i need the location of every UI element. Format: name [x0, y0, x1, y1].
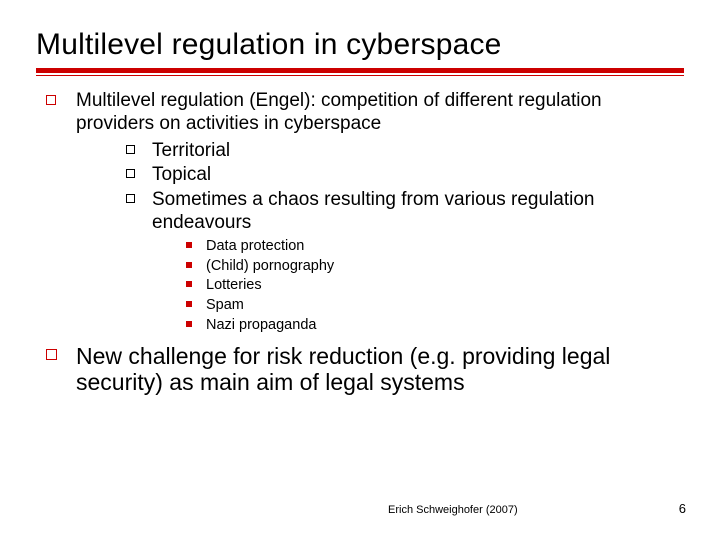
bullet-level1: Multilevel regulation (Engel): competiti… [42, 90, 684, 136]
bullet-level3: Spam [184, 296, 684, 315]
bullet-level2: Territorial [124, 140, 684, 163]
bullet-level2: Sometimes a chaos resulting from various… [124, 189, 684, 235]
bullet-level2: Topical [124, 164, 684, 187]
bullet-level1: New challenge for risk reduction (e.g. p… [42, 343, 684, 396]
slide-title: Multilevel regulation in cyberspace [36, 28, 684, 62]
footer-credit: Erich Schweighofer (2007) [388, 504, 518, 516]
title-rule-thick [36, 68, 684, 73]
bullet-level3: Data protection [184, 237, 684, 256]
page-number: 6 [679, 501, 686, 516]
bullet-level3: Lotteries [184, 276, 684, 295]
slide: Multilevel regulation in cyberspace Mult… [0, 0, 720, 540]
title-rule-thin [36, 75, 684, 76]
bullet-level3: (Child) pornography [184, 257, 684, 276]
slide-content: Multilevel regulation (Engel): competiti… [36, 90, 684, 396]
bullet-level3: Nazi propaganda [184, 316, 684, 335]
